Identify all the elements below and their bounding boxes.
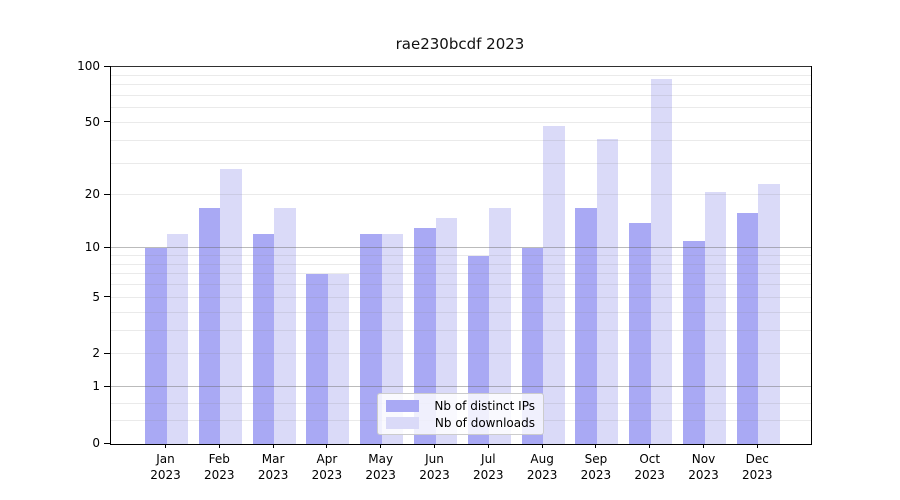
bar-distinct-ips-dec [736, 212, 759, 444]
x-tick-mark [541, 444, 543, 448]
bar-downloads-apr [327, 274, 350, 444]
bar-downloads-jun [435, 217, 457, 444]
gridline [111, 66, 811, 67]
x-tick-mark [380, 444, 382, 448]
legend-entry-downloads: Nb of downloads [386, 416, 535, 430]
x-tick-mark [703, 444, 704, 448]
y-tick-mark [104, 352, 110, 354]
x-tick-mark [434, 444, 435, 448]
y-tick-mark [104, 193, 110, 195]
y-tick-mark [104, 246, 110, 248]
gridline [111, 121, 811, 123]
gridline [111, 107, 811, 109]
x-tick-label: Sep 2023 [580, 452, 612, 482]
bar-distinct-ips-sep [575, 207, 597, 444]
bar-downloads-dec [758, 184, 780, 444]
x-tick-label: Feb 2023 [204, 452, 235, 482]
bar-distinct-ips-oct [629, 222, 651, 444]
bar-downloads-feb [220, 168, 242, 444]
chart-title: rae230bcdf 2023 [395, 35, 525, 53]
y-tick-label: 20 [84, 187, 100, 202]
x-tick-label: Jan 2023 [150, 452, 181, 482]
x-tick-mark [756, 444, 758, 448]
legend-entry-distinct-ips: Nb of distinct IPs [386, 399, 535, 413]
x-tick-label: May 2023 [365, 452, 396, 482]
y-tick-label: 5 [92, 289, 100, 304]
y-tick-label: 10 [84, 240, 100, 255]
y-tick-mark [104, 385, 110, 387]
bar-distinct-ips-nov [683, 241, 705, 444]
x-tick-label: Oct 2023 [634, 452, 665, 482]
bar-downloads-mar [274, 207, 296, 444]
bar-downloads-oct [650, 79, 673, 444]
bar-downloads-sep [596, 138, 619, 444]
x-tick-mark [649, 444, 651, 448]
legend: Nb of distinct IPs Nb of downloads [377, 393, 544, 435]
x-tick-label: Jun 2023 [419, 452, 450, 482]
x-tick-mark [595, 444, 597, 448]
legend-swatch-distinct-ips [386, 399, 419, 412]
bar-downloads-nov [704, 191, 726, 444]
gridline [111, 94, 811, 96]
y-tick-mark [104, 121, 110, 123]
x-tick-mark [326, 444, 328, 448]
y-tick-label: 100 [77, 59, 100, 73]
x-tick-label: Aug 2023 [526, 452, 558, 482]
bar-downloads-may [381, 234, 404, 444]
bar-downloads-aug [543, 126, 565, 444]
legend-swatch-downloads [386, 416, 419, 429]
x-tick-label: Mar 2023 [257, 452, 289, 482]
legend-label-distinct-ips: Nb of distinct IPs [434, 398, 535, 413]
y-tick-mark [104, 442, 110, 444]
gridline [111, 74, 811, 76]
gridline [111, 162, 811, 164]
y-tick-label: 1 [92, 379, 100, 394]
bar-distinct-ips-jan [145, 248, 167, 444]
y-tick-mark [104, 65, 110, 67]
bar-downloads-jan [166, 234, 188, 444]
x-tick-mark [165, 444, 166, 448]
y-tick-label: 2 [92, 346, 100, 361]
bar-distinct-ips-mar [252, 234, 275, 444]
bar-distinct-ips-feb [198, 207, 221, 444]
y-tick-label: 50 [84, 114, 100, 129]
y-tick-label: 0 [92, 436, 100, 450]
gridline [111, 139, 811, 141]
x-tick-label: Dec 2023 [742, 452, 773, 482]
x-tick-mark [218, 444, 220, 448]
x-tick-mark [487, 444, 489, 448]
gridline [111, 84, 811, 86]
bar-downloads-jul [489, 207, 511, 444]
x-tick-label: Nov 2023 [688, 452, 719, 482]
x-tick-label: Apr 2023 [311, 452, 343, 482]
x-tick-mark [272, 444, 274, 448]
plot-area [110, 66, 812, 445]
legend-label-downloads: Nb of downloads [434, 415, 535, 430]
bar-distinct-ips-may [360, 234, 382, 444]
y-tick-mark [104, 296, 110, 298]
bar-distinct-ips-jun [414, 228, 436, 444]
x-tick-label: Jul 2023 [473, 452, 504, 482]
bar-distinct-ips-apr [306, 274, 328, 444]
